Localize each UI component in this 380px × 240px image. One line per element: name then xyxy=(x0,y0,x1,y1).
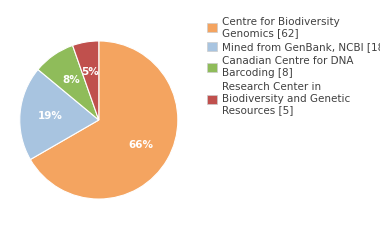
Wedge shape xyxy=(20,70,99,160)
Text: 5%: 5% xyxy=(82,67,100,77)
Legend: Centre for Biodiversity
Genomics [62], Mined from GenBank, NCBI [18], Canadian C: Centre for Biodiversity Genomics [62], M… xyxy=(207,17,380,115)
Wedge shape xyxy=(30,41,178,199)
Wedge shape xyxy=(73,41,99,120)
Text: 19%: 19% xyxy=(38,111,62,121)
Text: 66%: 66% xyxy=(129,139,154,150)
Wedge shape xyxy=(38,45,99,120)
Text: 8%: 8% xyxy=(62,75,80,85)
